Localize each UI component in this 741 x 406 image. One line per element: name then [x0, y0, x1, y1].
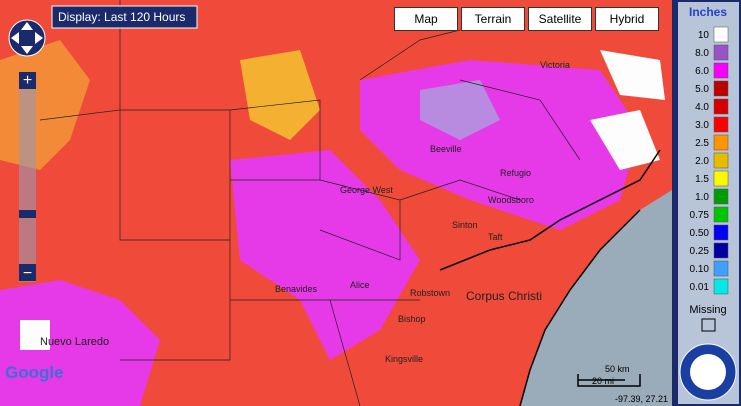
legend-swatch: [713, 152, 729, 169]
place-label: Sinton: [452, 220, 478, 230]
legend-label: 4.0: [695, 102, 709, 113]
place-label: Robstown: [410, 288, 450, 298]
legend-swatch: [713, 26, 729, 43]
rain-area: [590, 110, 660, 170]
legend-swatch: [713, 206, 729, 223]
legend-label: 0.25: [690, 246, 710, 257]
rain-area: [230, 150, 420, 360]
map-type-button[interactable]: Hybrid: [595, 7, 659, 31]
scale-lines: [577, 374, 641, 387]
legend-label: 6.0: [695, 66, 709, 77]
attribution: Google: [5, 363, 64, 382]
pan-arrows: [11, 22, 43, 54]
legend-missing: Missing: [689, 304, 726, 316]
legend-label: 0.10: [690, 264, 710, 275]
zoom-in[interactable]: [19, 72, 36, 89]
rain-area: [0, 280, 160, 406]
legend-label: 1.5: [695, 174, 709, 185]
legend-label: 5.0: [695, 84, 709, 95]
map-type-button[interactable]: Map: [394, 7, 458, 31]
pan-control[interactable]: [8, 19, 46, 57]
place-label: Corpus Christi: [466, 289, 542, 303]
legend-swatch: [713, 98, 729, 115]
legend-label: 10: [698, 30, 710, 41]
display-label: Display: Last 120 Hours: [58, 10, 185, 24]
legend-swatch: [713, 188, 729, 205]
legend-label: 0.50: [690, 228, 710, 239]
legend-swatch: [713, 260, 729, 277]
map-type-button[interactable]: Satellite: [528, 7, 592, 31]
gulf: [520, 190, 672, 406]
zoom-in-icon: +: [23, 72, 32, 89]
legend-title: Inches: [689, 5, 727, 19]
scale-km: 50 km: [605, 364, 630, 374]
map-type-button[interactable]: Terrain: [461, 7, 525, 31]
place-labels: Victoria Beeville George West Refugio Si…: [40, 60, 570, 364]
rain-area: [600, 50, 665, 100]
place-label: Kingsville: [385, 354, 423, 364]
coordinates: -97.39, 27.21: [615, 394, 668, 404]
rain-area: [240, 50, 320, 140]
legend-swatch: [713, 80, 729, 97]
county-lines: [39, 0, 581, 406]
legend-label: 1.0: [695, 192, 709, 203]
place-label: Benavides: [275, 284, 318, 294]
pan-button[interactable]: [8, 19, 46, 57]
legend-swatch: [713, 134, 729, 151]
coastline: [439, 149, 661, 271]
legend-swatch: [713, 116, 729, 133]
legend-label: 0.75: [690, 210, 710, 221]
zoom-out[interactable]: [19, 264, 36, 281]
legend-swatch: [713, 224, 729, 241]
place-label: Woodsboro: [488, 195, 534, 205]
legend-swatch: [713, 242, 729, 259]
rain-area: [420, 80, 500, 140]
coastline: [519, 209, 641, 406]
place-label: Alice: [350, 280, 370, 290]
place-label: Refugio: [500, 168, 531, 178]
legend-label: 2.5: [695, 138, 709, 149]
place-label: Victoria: [540, 60, 570, 70]
rain-area: [20, 320, 50, 350]
legend-swatch: [713, 62, 729, 79]
zoom-slider[interactable]: [19, 72, 36, 282]
nws-logo-inner: [690, 354, 726, 390]
legend-label: 0.01: [690, 282, 710, 293]
display-box: [51, 5, 198, 29]
scale-bar: 50 km 20 mi: [577, 364, 641, 387]
zoom-handle[interactable]: [19, 210, 36, 218]
map: Victoria Beeville George West Refugio Si…: [0, 0, 672, 406]
legend-label: 2.0: [695, 156, 709, 167]
legend-swatch: [713, 278, 729, 295]
place-label: George West: [340, 185, 393, 195]
legend-swatch: [713, 170, 729, 187]
legend-label: 3.0: [695, 120, 709, 131]
legend-panel: [676, 0, 741, 406]
scale-mi: 20 mi: [592, 376, 614, 386]
legend-swatch: [713, 44, 729, 61]
place-label: Beeville: [430, 144, 462, 154]
legend-label: 8.0: [695, 48, 709, 59]
legend: Inches Missing 10 8.0 6.0 5.0 4.0 3.0 2.5 2.0 1.…: [676, 0, 741, 406]
place-label: Taft: [488, 232, 503, 242]
place-label: Bishop: [398, 314, 426, 324]
zoom-out-icon: −: [23, 265, 32, 282]
missing-swatch: [701, 318, 716, 332]
place-label: Nuevo Laredo: [40, 336, 109, 348]
